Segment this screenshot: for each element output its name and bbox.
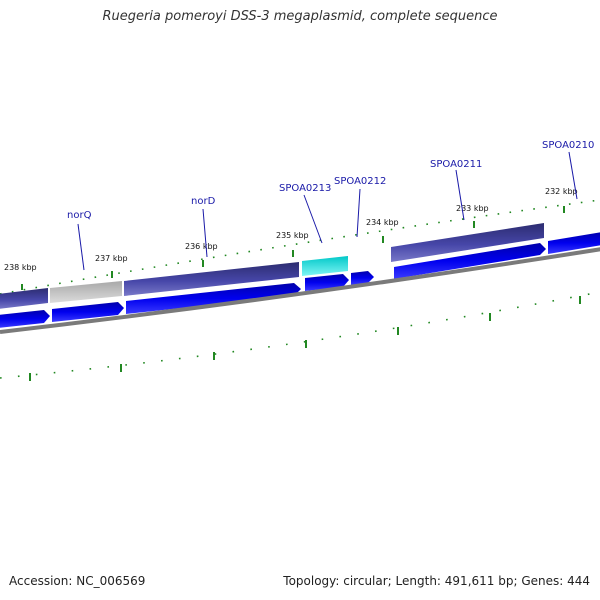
cds-arrow-norD[interactable] xyxy=(126,283,301,314)
cds-arrow-1[interactable] xyxy=(0,310,50,328)
accession-text: Accession: NC_006569 xyxy=(9,574,146,588)
feature-gene-SPOA0211[interactable] xyxy=(391,223,544,262)
gene-label-norQ[interactable]: norQ xyxy=(67,210,92,221)
gene-label-SPOA0210[interactable]: SPOA0210 xyxy=(542,140,594,151)
gene-label-SPOA0212[interactable]: SPOA0212 xyxy=(334,176,386,187)
cds-arrow-SPOA0211[interactable] xyxy=(394,243,546,279)
feature-gene-norD[interactable] xyxy=(124,262,299,296)
kbp-label-232: 232 kbp xyxy=(545,187,578,196)
gene-label-SPOA0211[interactable]: SPOA0211 xyxy=(430,159,482,170)
outer-tick-track xyxy=(0,199,600,295)
gene-label-leaders xyxy=(77,151,578,271)
kbp-labels: 238 kbp 237 kbp 236 kbp 235 kbp 234 kbp … xyxy=(4,187,578,272)
gene-label-SPOA0213[interactable]: SPOA0213 xyxy=(279,183,331,194)
feature-misc-SPOA0213[interactable] xyxy=(302,256,348,276)
cds-track xyxy=(0,232,600,328)
kbp-label-234: 234 kbp xyxy=(366,218,399,227)
kbp-label-233: 233 kbp xyxy=(456,204,489,213)
map-title: Ruegeria pomeroyi DSS-3 megaplasmid, com… xyxy=(102,9,498,24)
cds-arrow-norQ[interactable] xyxy=(52,302,124,322)
cds-arrow-SPOA0210[interactable] xyxy=(548,232,600,254)
kbp-label-238: 238 kbp xyxy=(4,263,37,272)
inner-tick-track xyxy=(0,291,600,381)
gene-label-norD[interactable]: norD xyxy=(191,196,216,207)
feature-gene-left[interactable] xyxy=(0,288,48,309)
feature-track xyxy=(0,223,544,309)
kbp-label-236: 236 kbp xyxy=(185,242,218,251)
kbp-label-237: 237 kbp xyxy=(95,254,128,263)
kbp-label-235: 235 kbp xyxy=(276,231,309,240)
sequence-summary: Topology: circular; Length: 491,611 bp; … xyxy=(283,574,590,588)
cds-arrow-SPOA0212[interactable] xyxy=(351,271,374,285)
gene-labels: norQ norD SPOA0213 SPOA0212 SPOA0211 SPO… xyxy=(67,140,594,221)
feature-pseudo-norQ[interactable] xyxy=(50,281,122,303)
backbone-ring xyxy=(0,247,600,334)
